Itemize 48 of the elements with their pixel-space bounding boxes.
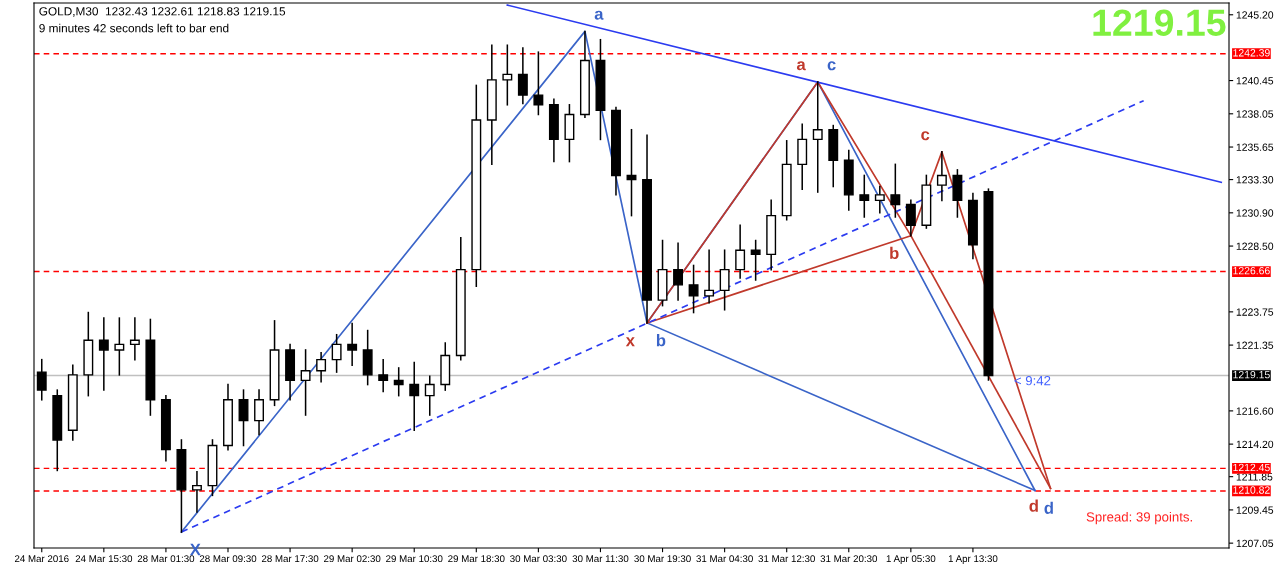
y-tick-label: 1221.35 — [1236, 341, 1274, 349]
y-tick-label: 1216.60 — [1236, 407, 1274, 415]
data-label: a — [796, 61, 806, 71]
x-tick-label: 31 Mar 20:30 — [820, 555, 878, 563]
data-label: c — [827, 61, 836, 71]
data-label: c — [921, 131, 930, 141]
annotation: Spread: 39 points. — [1086, 511, 1192, 525]
ref-line-label: 1212.45 — [1233, 463, 1270, 472]
x-tick-label: 29 Mar 02:30 — [324, 555, 381, 563]
y-tick-label: 1230.90 — [1236, 209, 1274, 217]
y-tick-label: 1238.05 — [1236, 110, 1274, 118]
x-tick-label: 31 Mar 04:30 — [696, 555, 753, 563]
x-tick-label: 31 Mar 12:30 — [758, 555, 815, 563]
y-tick-label: 1228.50 — [1236, 242, 1274, 250]
y-tick-label: 1233.30 — [1236, 176, 1274, 184]
x-tick-label: 28 Mar 01:30 — [137, 555, 195, 563]
data-label: b — [890, 246, 899, 260]
x-tick-label: 30 Mar 11:30 — [572, 555, 629, 563]
data-label: b — [656, 334, 666, 347]
ref-line-label: 1210.82 — [1233, 486, 1270, 494]
y-tick-label: 1223.75 — [1236, 308, 1274, 316]
data-label: a — [594, 10, 604, 20]
x-tick-label: 24 Mar 15:30 — [75, 555, 133, 563]
x-tick-label: 29 Mar 10:30 — [386, 555, 443, 563]
ref-line-label: 1219.15 — [1233, 370, 1270, 379]
annotation: 1219.15 — [1093, 9, 1226, 36]
data-label: x — [625, 337, 635, 347]
x-tick-label: 29 Mar 18:30 — [448, 555, 505, 563]
y-tick-label: 1207.05 — [1236, 539, 1274, 548]
x-tick-label: 28 Mar 09:30 — [199, 555, 257, 563]
y-tick-label: 1214.20 — [1236, 440, 1274, 448]
y-tick-label: 1245.20 — [1236, 11, 1274, 19]
ref-line-label: 1242.39 — [1233, 49, 1270, 57]
data-label: d — [1044, 501, 1053, 514]
x-tick-label: 1 Apr 05:30 — [886, 555, 936, 565]
y-tick-label: 1235.65 — [1236, 143, 1274, 151]
x-tick-label: 30 Mar 03:30 — [510, 555, 567, 563]
x-tick-label: 30 Mar 19:30 — [634, 555, 691, 563]
text: 9 minutes 42 seconds left to bar end — [39, 23, 229, 33]
x-tick-label: 28 Mar 17:30 — [261, 555, 319, 563]
chart-title: GOLD,M30 1232.43 1232.61 1218.83 1219.15 — [39, 7, 286, 17]
y-tick-label: 1240.45 — [1236, 77, 1274, 85]
y-tick-label: 1209.45 — [1236, 506, 1274, 514]
y-tick-label: 1211.85 — [1236, 473, 1273, 481]
x-tick-label: 24 Mar 2016 — [14, 555, 69, 563]
x-tick-label: 1 Apr 13:30 — [948, 555, 998, 565]
ref-line-label: 1226.66 — [1233, 266, 1270, 275]
data-label: d — [1029, 499, 1038, 512]
